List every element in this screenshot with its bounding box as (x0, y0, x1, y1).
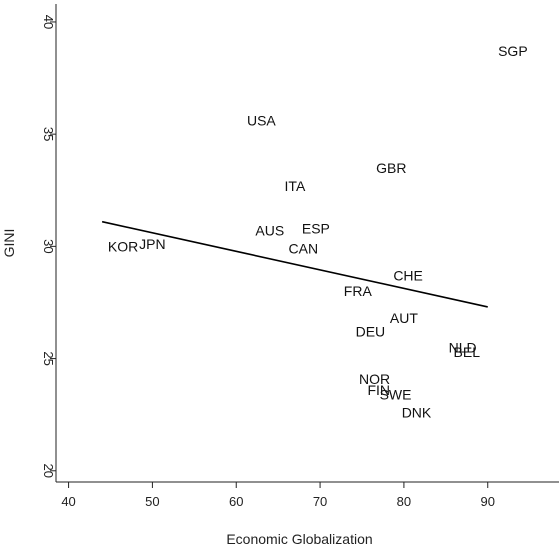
x-tick-label: 70 (313, 494, 327, 509)
point-label-usa: USA (247, 113, 276, 129)
point-label-esp: ESP (302, 220, 330, 236)
point-label-gbr: GBR (376, 160, 406, 176)
fit-line (101, 220, 488, 308)
point-label-swe: SWE (380, 386, 412, 402)
axes (55, 4, 559, 483)
point-label-ita: ITA (285, 178, 306, 194)
point-label-can: CAN (289, 241, 319, 257)
y-axis-title: GINI (1, 229, 17, 258)
point-label-fra: FRA (344, 283, 373, 299)
y-tick-label: 20 (41, 464, 56, 478)
point-label-che: CHE (393, 268, 423, 284)
point-label-aus: AUS (255, 223, 284, 239)
y-tick-label: 30 (41, 239, 56, 253)
point-label-kor: KOR (108, 238, 138, 254)
y-tick-label: 25 (41, 351, 56, 365)
point-label-bel: BEL (454, 344, 481, 360)
x-tick-label: 80 (397, 494, 411, 509)
point-label-deu: DEU (356, 324, 386, 340)
x-axis-title: Economic Globalization (226, 531, 372, 547)
y-axis-ticks: 20 25 30 35 40 (41, 15, 56, 478)
x-tick-label: 50 (145, 494, 159, 509)
point-label-sgp: SGP (498, 43, 528, 59)
point-label-jpn: JPN (139, 236, 165, 252)
x-axis-ticks: 40 50 60 70 80 90 (61, 482, 495, 509)
point-label-nor: NOR (359, 371, 390, 387)
point-label-aut: AUT (390, 310, 418, 326)
point-label-nld: NLD (449, 339, 477, 355)
y-tick-label: 35 (41, 127, 56, 141)
x-tick-label: 90 (481, 494, 495, 509)
x-tick-label: 40 (61, 494, 75, 509)
point-label-fin: FIN (367, 382, 390, 398)
point-label-dnk: DNK (402, 404, 432, 420)
y-tick-label: 40 (41, 15, 56, 29)
x-tick-label: 60 (229, 494, 243, 509)
